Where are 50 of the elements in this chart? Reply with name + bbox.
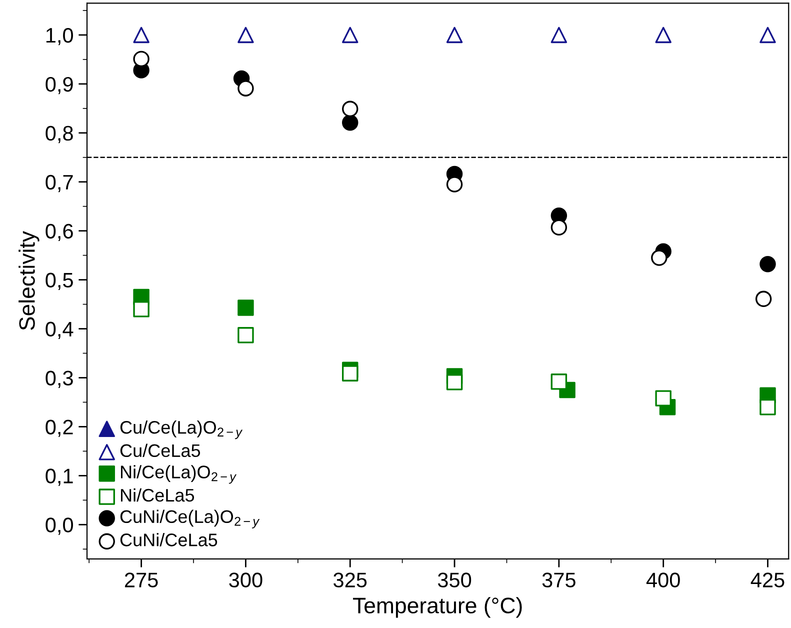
legend-label: CuNi/Ce(La)O$_{2−y}$ [120, 510, 260, 528]
point [655, 390, 672, 406]
x-tick-label: 400 [646, 572, 680, 588]
x-tick-label: 300 [229, 572, 262, 588]
point [446, 374, 463, 390]
point [133, 301, 150, 318]
y-tick-label: 0,2 [46, 420, 73, 437]
y-tick-label: 0,4 [46, 322, 74, 339]
point [550, 374, 568, 390]
x-tick-label: 275 [124, 572, 158, 588]
point [760, 399, 776, 416]
point [238, 327, 254, 344]
point [760, 256, 776, 272]
point [238, 80, 254, 96]
point [550, 26, 568, 44]
x-tick-label: 325 [334, 572, 367, 588]
point [238, 26, 254, 44]
y-tick-label: 0,3 [46, 370, 73, 388]
x-tick-label: 425 [750, 572, 784, 588]
y-tick-label: 0,9 [46, 76, 73, 94]
point [238, 300, 254, 316]
legend-label: Ni/CeLa5 [120, 488, 194, 502]
point [342, 365, 358, 382]
point [342, 26, 358, 44]
point [342, 100, 358, 118]
y-tick-label: 0,5 [46, 272, 73, 290]
point [342, 114, 358, 131]
x-axis-title: Temperature (°C) [353, 597, 522, 618]
legend-label: Cu/Ce(La)O$_{2−y}$ [120, 420, 243, 440]
point [651, 250, 668, 266]
point [655, 26, 672, 44]
legend-label: Ni/Ce(La)O$_{2−y}$ [120, 465, 237, 484]
y-tick-label: 0,0 [46, 518, 74, 535]
x-tick-label: 375 [542, 572, 576, 588]
y-tick-label: 0,6 [46, 224, 73, 242]
point [133, 26, 150, 44]
legend-label: CuNi/CeLa5 [120, 533, 218, 546]
point [133, 50, 150, 68]
legend-label: Cu/CeLa5 [120, 444, 200, 458]
y-tick-label: 0,1 [46, 468, 73, 486]
y-tick-label: 1,0 [46, 28, 74, 46]
point [446, 26, 463, 44]
y-tick-label: 0,8 [46, 126, 73, 144]
x-tick-label: 350 [438, 572, 472, 588]
point [550, 219, 568, 236]
point [760, 26, 776, 44]
point [755, 290, 772, 308]
y-tick-label: 0,7 [46, 174, 73, 192]
point [446, 176, 463, 192]
y-axis-title: Selectivity [18, 231, 40, 330]
